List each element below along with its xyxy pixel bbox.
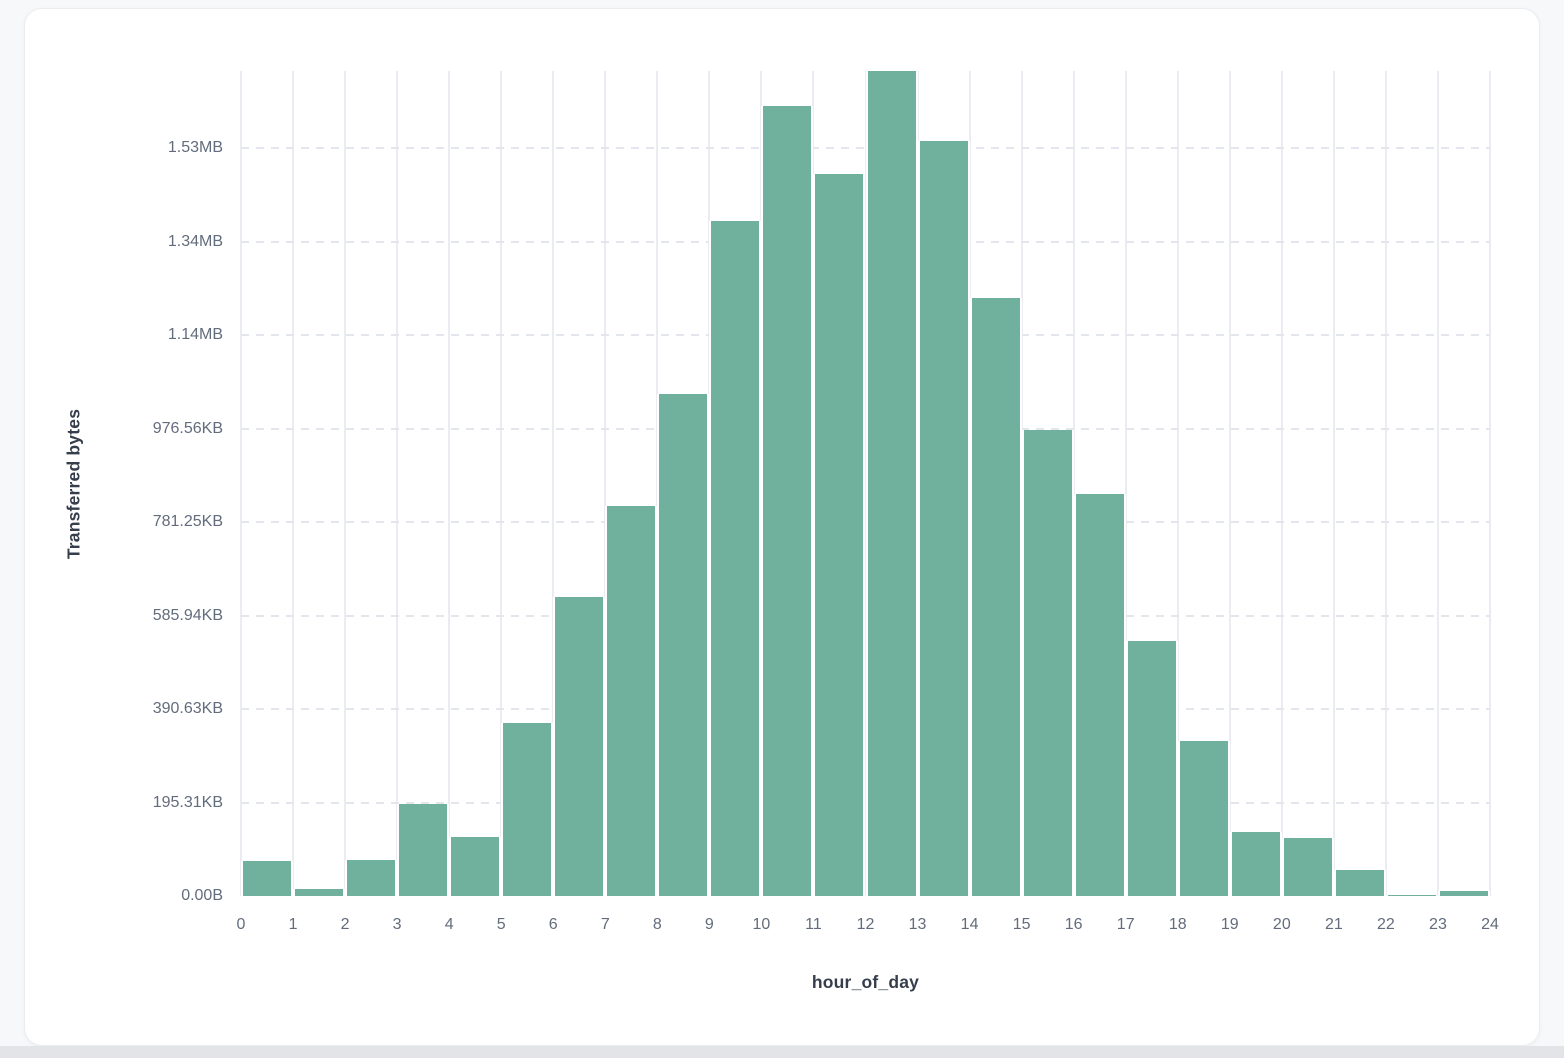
ytick-195.31KB: 195.31KB [152,793,223,811]
bar-hour-7[interactable] [605,505,658,896]
bar-hour-13[interactable] [917,141,970,896]
vgrid-line-3 [396,71,399,896]
bar-hour-17[interactable] [1125,641,1178,896]
ytick-781.25KB: 781.25KB [152,513,223,531]
vgrid-line-19 [1228,71,1231,896]
vgrid-line-24 [1489,71,1491,896]
xtick-17: 17 [1116,916,1135,933]
bar-hour-9[interactable] [709,220,762,896]
xtick-10: 10 [752,916,771,933]
ytick-1.14MB: 1.14MB [167,326,223,344]
bar-hour-11[interactable] [813,173,866,896]
bar-hour-2[interactable] [345,859,398,896]
vgrid-line-23 [1436,71,1439,896]
bar-hour-3[interactable] [397,804,450,896]
vgrid-line-0 [240,71,242,896]
vgrid-line-4 [448,71,451,896]
xtick-24: 24 [1481,916,1499,933]
vgrid-line-5 [500,71,503,896]
vgrid-line-22 [1384,71,1387,896]
bar-hour-21[interactable] [1333,870,1386,896]
xtick-8: 8 [652,916,662,933]
bar-hour-16[interactable] [1073,494,1126,896]
xtick-15: 15 [1012,916,1031,933]
xtick-19: 19 [1220,916,1239,933]
vgrid-line-20 [1280,71,1283,896]
xtick-13: 13 [908,916,927,933]
vgrid-line-21 [1332,71,1335,896]
vgrid-line-6 [552,71,555,896]
bar-hour-20[interactable] [1281,837,1334,896]
bar-hour-22[interactable] [1385,894,1438,896]
bar-hour-19[interactable] [1229,831,1282,896]
bar-hour-18[interactable] [1177,741,1230,896]
ytick-390.63KB: 390.63KB [152,700,223,718]
xtick-11: 11 [805,916,822,933]
vgrid-line-17 [1124,71,1127,896]
xtick-0: 0 [236,916,246,933]
xtick-12: 12 [856,916,875,933]
xtick-2: 2 [340,916,350,933]
bar-hour-14[interactable] [969,297,1022,896]
xtick-6: 6 [548,916,558,933]
ytick-976.56KB: 976.56KB [152,419,223,437]
page-bottom-strip [0,1046,1564,1058]
bar-hour-8[interactable] [657,393,710,896]
vgrid-line-18 [1176,71,1179,896]
plot-area: 0.00B 195.31KB 390.63KB 585.94KB 781.25KB 976… [64,71,1499,992]
vgrid-line-7 [604,71,607,896]
bar-hour-4[interactable] [449,836,502,896]
xtick-4: 4 [444,916,454,933]
bar-hour-23[interactable] [1437,891,1490,896]
xtick-23: 23 [1429,916,1447,933]
bar-hour-0[interactable] [241,861,294,896]
bar-hour-15[interactable] [1021,429,1074,896]
xtick-7: 7 [600,916,610,933]
xtick-5: 5 [496,916,506,933]
vgrid-line-16 [1072,71,1075,896]
xtick-22: 22 [1377,916,1395,933]
bar-hour-1[interactable] [293,889,346,896]
xtick-1: 1 [288,916,298,933]
xtick-3: 3 [392,916,402,933]
ytick-585.94KB: 585.94KB [152,606,223,624]
y-axis-title: Transferred bytes [63,408,84,559]
xtick-9: 9 [704,916,714,933]
bar-hour-5[interactable] [501,723,554,896]
chart-card: 0.00B 195.31KB 390.63KB 585.94KB 781.25KB 976… [24,8,1540,1046]
bar-hour-10[interactable] [761,106,814,896]
xtick-21: 21 [1324,916,1343,933]
bar-hour-6[interactable] [553,596,606,896]
xtick-14: 14 [960,916,979,933]
xtick-18: 18 [1168,916,1187,933]
vgrid-line-1 [292,71,295,896]
vgrid-line-2 [344,71,347,896]
ytick-0.00B: 0.00B [181,887,223,904]
x-axis-title: hour_of_day [811,972,920,992]
xtick-20: 20 [1272,916,1291,933]
ytick-1.34MB: 1.34MB [167,232,223,250]
ytick-1.53MB: 1.53MB [167,139,223,157]
xtick-16: 16 [1064,916,1083,933]
bar-hour-12[interactable] [865,71,918,896]
